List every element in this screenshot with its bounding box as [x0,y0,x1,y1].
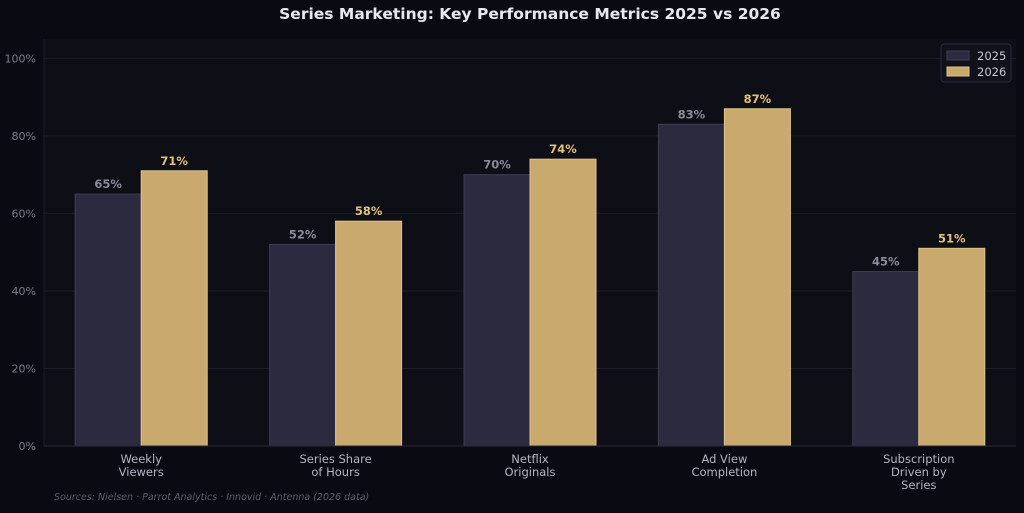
bar-2026-3 [723,108,791,447]
y-tick-label: 100% [5,52,36,65]
y-tick-label: 60% [12,207,36,220]
x-axis-ticks: Weekly Viewers Series Share of Hours Netflix… [119,452,955,492]
legend-label: 2026 [977,65,1006,79]
legend-label: 2025 [977,49,1006,63]
data-label: 65% [94,177,122,191]
x-tick-label-line: Series Share [299,452,371,466]
x-tick-label: Weekly Viewers [119,452,164,479]
x-tick-label-line: Weekly [120,452,162,466]
x-tick-label-line: Ad View [701,452,747,466]
bar-2025-3 [657,123,725,447]
x-tick-label-line: Viewers [119,465,164,479]
data-label: 71% [160,154,188,168]
y-tick-label: 40% [12,285,36,298]
data-label: 83% [678,107,706,121]
data-label: 51% [938,231,966,245]
y-tick-label: 80% [12,130,36,143]
data-label: 70% [483,158,511,172]
source-note: Sources: Nielsen · Parrot Analytics · In… [54,492,369,503]
x-tick-label: Subscription Driven by Series [883,452,954,492]
data-label: 52% [289,227,317,241]
x-tick-label: Series Share of Hours [299,452,371,479]
bars-group [74,108,986,447]
bar-2025-1 [269,243,337,447]
bar-2025-2 [463,174,531,447]
y-tick-label: 20% [12,362,36,375]
data-label: 87% [744,92,772,106]
legend: 2025 2026 [940,43,1012,83]
bar-2026-0 [140,170,208,447]
data-label: 74% [549,142,577,156]
chart-title: Series Marketing: Key Performance Metric… [279,5,781,23]
x-tick-label-line: Series [901,478,936,492]
bar-2026-2 [529,158,597,447]
x-tick-label: Netflix Originals [505,452,556,479]
y-tick-label: 0% [19,440,36,453]
x-tick-label-line: Originals [505,465,556,479]
data-label: 45% [872,255,900,269]
data-label: 58% [355,204,383,218]
bar-2025-0 [74,193,142,447]
legend-swatch-2026 [946,66,970,77]
x-tick-label: Ad View Completion [691,452,757,479]
legend-swatch-2025 [946,50,970,61]
bar-2025-4 [852,271,920,447]
bar-2026-4 [918,247,986,447]
x-tick-label-line: Driven by [891,465,947,479]
bar-2026-1 [335,220,403,447]
x-tick-label-line: Netflix [511,452,549,466]
y-axis-ticks: 0% 20% 40% 60% 80% 100% [5,52,36,453]
x-tick-label-line: Subscription [883,452,954,466]
bar-labels-group: 65% 71% 52% 58% 70% 74% 83% 87% 45% 51% [94,92,966,269]
x-tick-label-line: Completion [691,465,757,479]
x-tick-label-line: of Hours [311,465,359,479]
